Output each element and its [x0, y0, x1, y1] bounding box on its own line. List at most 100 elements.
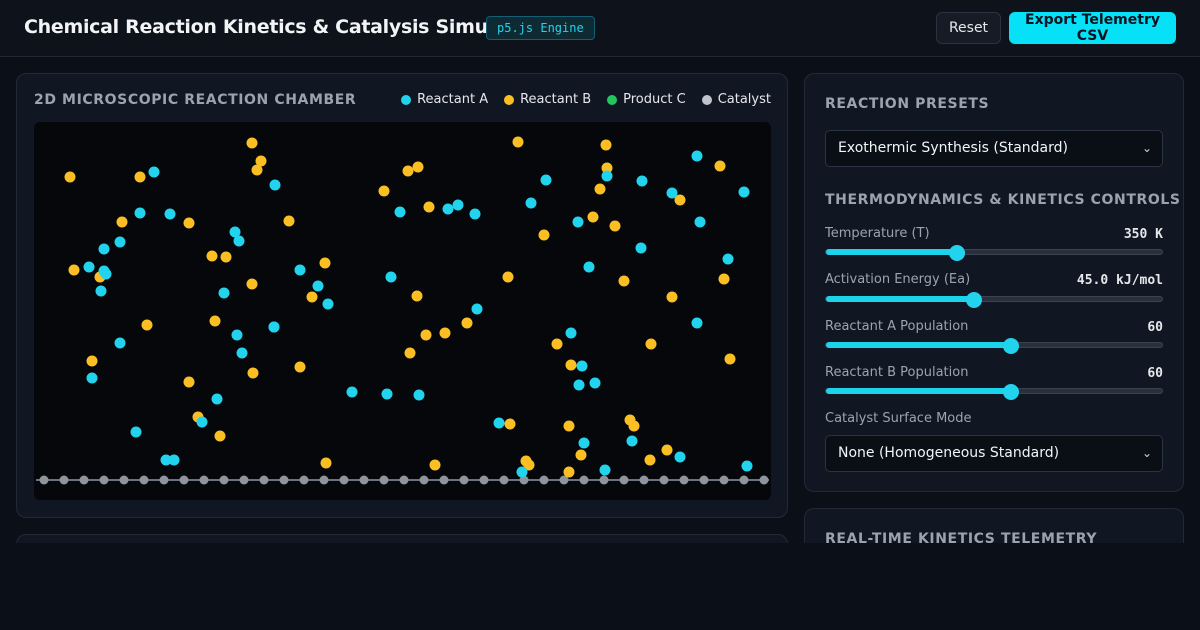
- reactant-a-particle: [540, 174, 552, 186]
- reactant-b-particle: [246, 137, 258, 149]
- temperature-slider[interactable]: [825, 245, 1163, 261]
- reactant-a-particle: [635, 242, 647, 254]
- legend-label: Reactant B: [520, 92, 592, 107]
- reactant-a-particle: [722, 253, 734, 265]
- reactant-b-particle: [220, 251, 232, 263]
- reactant-b-particle: [64, 171, 76, 183]
- reactant-b-particle: [206, 250, 218, 262]
- reactant-a-particle: [196, 416, 208, 428]
- reactant-b-particle: [378, 185, 390, 197]
- reactant-b-particle: [512, 136, 524, 148]
- reactant-b-particle: [411, 290, 423, 302]
- reactant-b-particle: [423, 201, 435, 213]
- reactant-b-particle: [116, 216, 128, 228]
- viewport-bottom: [0, 543, 1200, 630]
- reactant-a-particle: [233, 235, 245, 247]
- reaction-chamber-canvas[interactable]: [34, 122, 771, 500]
- reactant-b-particle: [714, 160, 726, 172]
- catalyst-site: [119, 475, 129, 485]
- catalyst-site: [559, 475, 569, 485]
- reactant-b-particle: [247, 367, 259, 379]
- legend-reactant-b: Reactant B: [504, 92, 591, 107]
- reactant-b-population-slider[interactable]: [825, 384, 1163, 400]
- reactant-a-particle: [236, 347, 248, 359]
- slider-thumb[interactable]: [1002, 384, 1019, 400]
- reactant-b-particle: [661, 444, 673, 456]
- reactant-a-particle: [218, 287, 230, 299]
- legend-product-c: Product C: [607, 92, 686, 107]
- catalyst-dot-icon: [701, 94, 712, 105]
- reactant-b-particle: [609, 220, 621, 232]
- reactant-a-population-slider[interactable]: [825, 338, 1163, 354]
- reactant-b-particle: [283, 215, 295, 227]
- reactant-a-particle: [83, 261, 95, 273]
- reactant-b-particle: [600, 139, 612, 151]
- slider-thumb[interactable]: [965, 292, 982, 308]
- reactant-a-particle: [381, 388, 393, 400]
- reactant-b-dot-icon: [504, 94, 515, 105]
- catalyst-site: [79, 475, 89, 485]
- reset-button[interactable]: Reset: [936, 12, 1001, 44]
- activation-energy-slider[interactable]: [825, 292, 1163, 308]
- reactant-a-particle: [694, 216, 706, 228]
- reactant-b-particle: [461, 317, 473, 329]
- reactant-b-particle: [404, 347, 416, 359]
- reactant-b-particle: [666, 291, 678, 303]
- reactant-a-particle: [471, 303, 483, 315]
- export-telemetry-button[interactable]: Export Telemetry CSV: [1009, 12, 1176, 44]
- reactant-a-particle: [148, 166, 160, 178]
- reactant-a-particle: [346, 386, 358, 398]
- reactant-a-particle: [452, 199, 464, 211]
- catalyst-mode-select[interactable]: None (Homogeneous Standard) ⌄: [825, 435, 1163, 472]
- catalyst-site: [279, 475, 289, 485]
- reactant-a-particle: [312, 280, 324, 292]
- reactant-a-particle: [738, 186, 750, 198]
- reactant-b-particle: [618, 275, 630, 287]
- chamber-title: 2D MICROSCOPIC REACTION CHAMBER: [34, 92, 357, 108]
- slider-fill: [826, 388, 1011, 394]
- legend-label: Catalyst: [717, 92, 771, 107]
- reactant-a-particle: [442, 203, 454, 215]
- reactant-a-particle: [134, 207, 146, 219]
- reactant-b-particle: [439, 327, 451, 339]
- reactant-a-particle: [626, 435, 638, 447]
- catalyst-site: [419, 475, 429, 485]
- reactant-a-particle: [168, 454, 180, 466]
- catalyst-site: [499, 475, 509, 485]
- reactant-a-particle: [525, 197, 537, 209]
- catalyst-site: [239, 475, 249, 485]
- reactant-b-particle: [68, 264, 80, 276]
- slider-thumb[interactable]: [1002, 338, 1019, 354]
- reactant-b-particle: [306, 291, 318, 303]
- reactant-a-particle: [269, 179, 281, 191]
- reactant-b-particle: [504, 418, 516, 430]
- catalyst-site: [339, 475, 349, 485]
- reactant-b-population-label: Reactant B Population: [825, 365, 969, 380]
- reactant-b-particle: [183, 217, 195, 229]
- reactant-b-particle: [251, 164, 263, 176]
- catalyst-site: [99, 475, 109, 485]
- catalyst-site: [519, 475, 529, 485]
- reactant-b-particle: [214, 430, 226, 442]
- reactant-a-dot-icon: [401, 94, 412, 105]
- reactant-b-particle: [523, 459, 535, 471]
- catalyst-site: [299, 475, 309, 485]
- slider-thumb[interactable]: [949, 245, 966, 261]
- preset-select[interactable]: Exothermic Synthesis (Standard) ⌄: [825, 130, 1163, 167]
- legend-label: Product C: [623, 92, 686, 107]
- thermo-title: THERMODYNAMICS & KINETICS CONTROLS: [825, 192, 1181, 208]
- catalyst-site: [679, 475, 689, 485]
- activation-energy-label: Activation Energy (Ea): [825, 272, 971, 287]
- reactant-a-particle: [86, 372, 98, 384]
- reactant-b-particle: [575, 449, 587, 461]
- slider-fill: [826, 342, 1011, 348]
- legend-catalyst: Catalyst: [701, 92, 771, 107]
- reactant-b-population-value: 60: [1147, 366, 1163, 381]
- catalyst-site: [539, 475, 549, 485]
- reactant-a-particle: [231, 329, 243, 341]
- preset-select-value: Exothermic Synthesis (Standard): [838, 140, 1068, 156]
- reactant-b-particle: [674, 194, 686, 206]
- reactant-a-population-label: Reactant A Population: [825, 319, 969, 334]
- catalyst-site: [39, 475, 49, 485]
- reactant-a-particle: [322, 298, 334, 310]
